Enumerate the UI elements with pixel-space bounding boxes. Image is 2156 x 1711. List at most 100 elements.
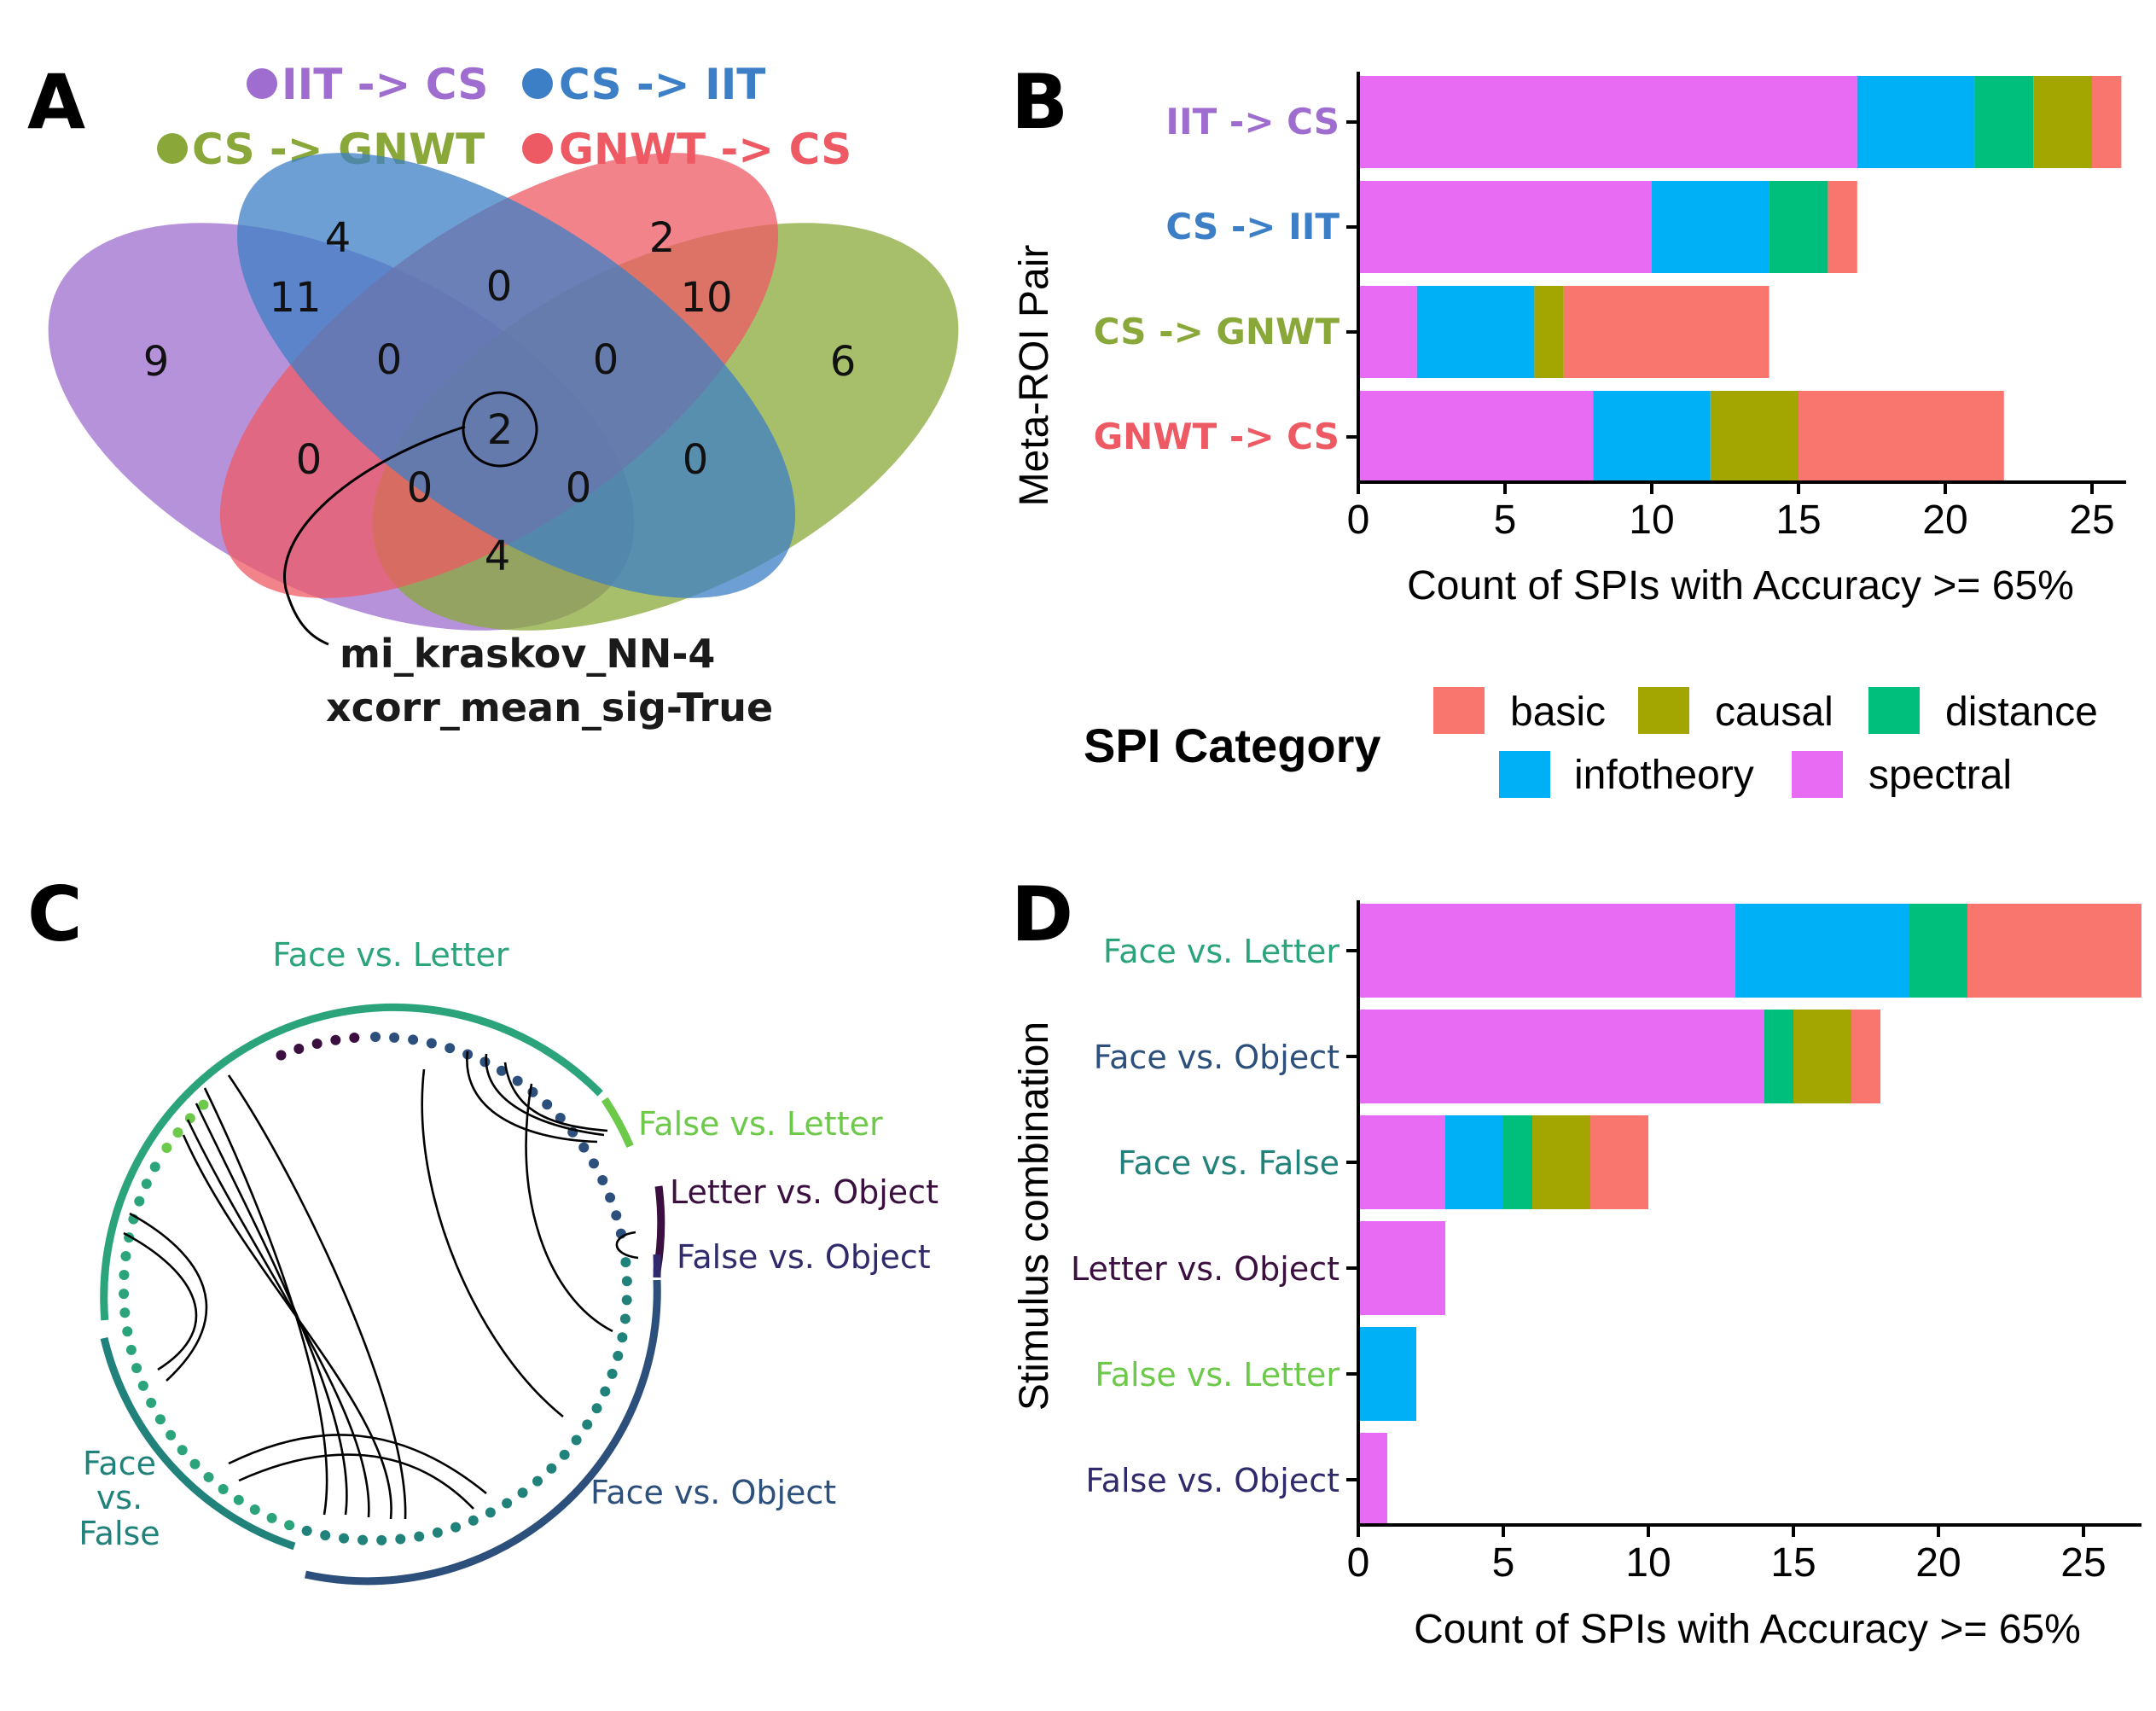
- legend-dot-gnwt-cs: [522, 133, 553, 164]
- bar-segment-spectral: [1358, 391, 1594, 483]
- bar-segment-basic: [1967, 904, 2141, 998]
- venn-diagram: [48, 153, 959, 631]
- chord-dot: [119, 1289, 130, 1300]
- category-label: Face vs. Object: [1094, 1039, 1340, 1076]
- venn-count: 0: [683, 436, 709, 484]
- chord-dot: [349, 1033, 360, 1044]
- chord-dot: [597, 1174, 608, 1185]
- venn-count: 10: [680, 274, 732, 322]
- x-axis-title: Count of SPIs with Accuracy >= 65%: [1414, 1607, 2081, 1652]
- bar-segment-basic: [1851, 1010, 1880, 1103]
- chord-dot: [613, 1350, 624, 1361]
- x-tick-label: 20: [1915, 1540, 1961, 1586]
- chord-dot: [311, 1039, 323, 1050]
- bar-segment-basic: [1828, 181, 1857, 273]
- chord-dot: [266, 1512, 277, 1523]
- chord-link: [485, 1053, 605, 1137]
- bar-segment-spectral: [1358, 181, 1652, 273]
- x-tick-label: 0: [1347, 1540, 1370, 1586]
- chord-label-false-vs-object: False vs. Object: [677, 1238, 931, 1276]
- chord-dot: [119, 1270, 130, 1281]
- chord-label-face-vs-false-line3: False: [78, 1515, 160, 1552]
- category-label: Letter vs. Object: [1071, 1250, 1340, 1288]
- category-label: CS -> GNWT: [1094, 311, 1340, 352]
- category-label: Face vs. False: [1118, 1144, 1340, 1182]
- chord-dot: [485, 1507, 496, 1518]
- chord-link: [195, 1103, 348, 1516]
- chord-link: [466, 1050, 598, 1144]
- chord-dot: [218, 1483, 229, 1494]
- venn-count: 0: [593, 336, 619, 384]
- chord-dot: [395, 1533, 406, 1545]
- panel-letter-a: A: [27, 58, 85, 146]
- chord-dot: [555, 1112, 566, 1123]
- bar-segment-distance: [1764, 1010, 1793, 1103]
- bar-segment-basic: [1563, 286, 1770, 378]
- chord-dot: [198, 1099, 209, 1110]
- venn-set-cs-iit: [236, 153, 796, 598]
- panel-letter-b: B: [1011, 58, 1068, 146]
- chord-dot: [559, 1449, 570, 1460]
- chord-label-face-vs-letter: Face vs. Letter: [272, 936, 509, 974]
- chord-dot: [445, 1043, 456, 1054]
- sector-face-vs-letter: [100, 1003, 603, 1321]
- chord-dot: [301, 1525, 312, 1536]
- venn-count: 0: [376, 336, 403, 384]
- bar-segment-infotheory: [1358, 1327, 1416, 1421]
- y-axis-title: Stimulus combination: [1012, 1021, 1057, 1411]
- chord-dot: [146, 1397, 157, 1408]
- chord-dot: [120, 1251, 131, 1262]
- chord-link: [503, 1062, 608, 1132]
- legend-label-infotheory: infotheory: [1574, 753, 1754, 798]
- venn-annotation-leader: [283, 425, 466, 646]
- chord-link: [421, 1068, 564, 1418]
- chord-dots: [119, 1032, 632, 1545]
- chord-dot: [320, 1530, 331, 1541]
- bar-segment-spectral: [1358, 1433, 1387, 1527]
- bar-segment-distance: [1503, 1115, 1532, 1209]
- venn-legend: IIT -> CS CS -> IIT CS -> GNWT GNWT -> C…: [157, 60, 851, 174]
- chord-dot: [502, 1498, 513, 1509]
- chord-dot: [426, 1038, 437, 1049]
- bar-segment-causal: [2033, 76, 2092, 168]
- chord-link: [227, 1074, 407, 1520]
- bar-segment-causal: [1710, 391, 1799, 483]
- chord-dot: [607, 1368, 618, 1379]
- bars-panel-b: [1358, 76, 2122, 483]
- venn-count: 0: [407, 464, 433, 512]
- bar-segment-spectral: [1358, 904, 1735, 998]
- bar-segment-causal: [1793, 1010, 1851, 1103]
- chord-dot: [389, 1032, 400, 1043]
- chord-dot: [125, 1344, 137, 1355]
- bar-segment-spectral: [1358, 1010, 1764, 1103]
- chord-sectors: [100, 1003, 665, 1586]
- chord-dot: [408, 1034, 419, 1045]
- x-tick-label: 5: [1492, 1540, 1515, 1586]
- chord-dot: [330, 1034, 341, 1045]
- chord-dot: [605, 1192, 616, 1203]
- chord-link: [228, 1434, 487, 1495]
- chord-dot: [621, 1276, 632, 1287]
- chord-dot: [137, 1380, 148, 1391]
- x-axis-title: Count of SPIs with Accuracy >= 65%: [1407, 563, 2074, 608]
- venn-count: 4: [325, 214, 352, 262]
- bar-segment-distance: [1769, 181, 1828, 273]
- x-tick-label: 10: [1625, 1540, 1671, 1586]
- x-tick-label: 25: [2069, 498, 2114, 543]
- bar-segment-infotheory: [1445, 1115, 1503, 1209]
- legend-label-spectral: spectral: [1868, 753, 2012, 798]
- chord-dot: [512, 1075, 523, 1086]
- chord-dot: [578, 1142, 590, 1153]
- chord-label-face-vs-false-line2: vs.: [96, 1479, 142, 1516]
- bar-segment-infotheory: [1735, 904, 1909, 998]
- chord-dot: [134, 1196, 145, 1207]
- chord-dot: [122, 1326, 133, 1337]
- legend-swatch-distance: [1868, 687, 1920, 734]
- chord-dot: [582, 1419, 593, 1430]
- chord-dot: [233, 1494, 244, 1505]
- x-tick-label: 10: [1629, 498, 1674, 543]
- chord-dot: [131, 1363, 142, 1374]
- bar-segment-spectral: [1358, 1115, 1445, 1209]
- chord-dot: [149, 1161, 160, 1173]
- bar-segment-infotheory: [1857, 76, 1975, 168]
